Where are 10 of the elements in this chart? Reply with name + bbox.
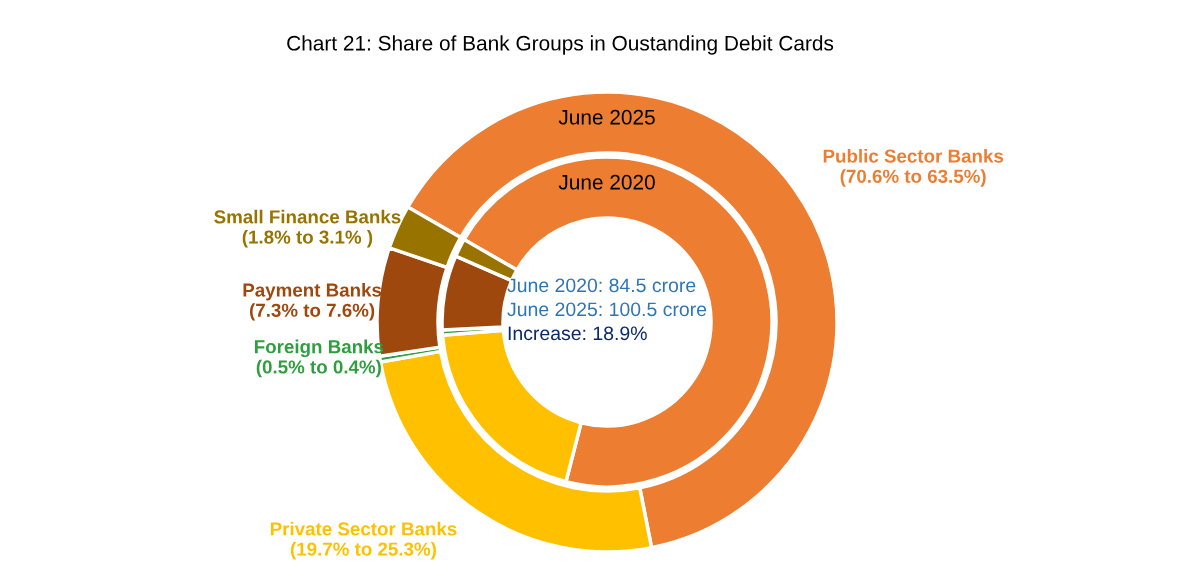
slice-label: June 2025	[558, 109, 655, 125]
text: Increase: 18.9%	[508, 326, 647, 341]
slice-label: Payment Banks (7.3% to 7.6%)	[243, 282, 382, 321]
text: June 2025: 100.5 crore	[507, 302, 707, 317]
chart-title: Chart 21: Share of Bank Groups in Oustanding Debit Cards	[287, 35, 834, 55]
slice-label: Private Sector Banks (19.7% to 25.3%)	[270, 521, 457, 560]
text: June 2020: 84.5 crore	[507, 278, 696, 293]
slice-label: Public Sector Banks (70.6% to 63.5%)	[823, 148, 1004, 187]
slice-label: Small Finance Banks (1.8% to 3.1% )	[214, 209, 401, 248]
slice-label: June 2020	[558, 174, 655, 190]
